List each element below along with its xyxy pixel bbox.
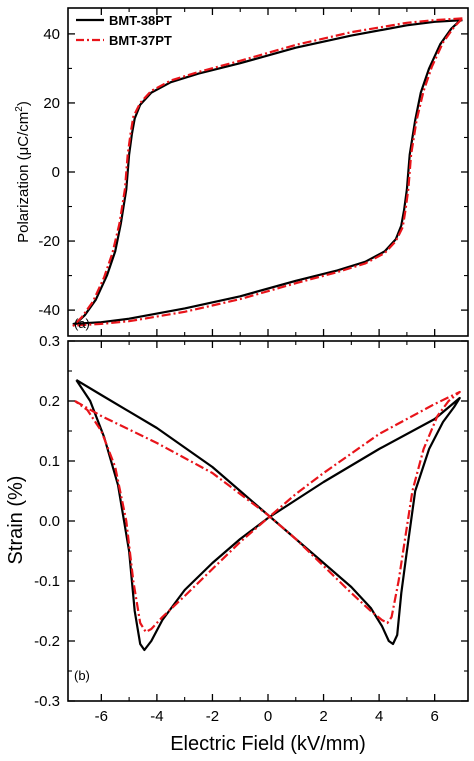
y-tick-label: 0.3 <box>39 333 60 350</box>
y-tick-label: 20 <box>43 95 60 112</box>
x-axis-title: Electric Field (kV/mm) <box>170 733 366 755</box>
legend-label-bmt-37pt: BMT-37PT <box>109 33 172 48</box>
y-tick-label: 40 <box>43 26 60 43</box>
x-tick-label: -6 <box>95 708 108 725</box>
y-tick-label: -0.3 <box>34 693 60 710</box>
x-tick-label: -4 <box>150 708 163 725</box>
x-tick-label: -2 <box>206 708 219 725</box>
panel-a-series-bmt-37pt <box>72 17 464 327</box>
panel-a-y-tick-labels: 40 20 0 -20 -40 <box>38 26 60 319</box>
panel-a-ticks <box>68 8 468 336</box>
panel-b-y-axis-title: Strain (%) <box>5 476 27 565</box>
y-tick-label: -40 <box>38 302 60 319</box>
x-tick-label: 2 <box>319 708 327 725</box>
panel-b: 0.30.20.10.0-0.1-0.2-0.3 -6 -4 -2 0 2 4 6 (b) … <box>5 333 469 755</box>
x-tick-label: 4 <box>375 708 383 725</box>
x-tick-label: 0 <box>264 708 272 725</box>
legend: BMT-38PT BMT-37PT <box>76 13 172 48</box>
panel-a: 40 20 0 -20 -40 BMT-38PT BMT-37PT (a) Polari… <box>14 7 469 337</box>
panel-a-series <box>72 17 464 327</box>
y-tick-label: -20 <box>38 233 60 250</box>
y-tick-label: 0.0 <box>39 513 60 530</box>
panel-a-series-bmt-38pt <box>72 19 463 325</box>
x-tick-label: 6 <box>430 708 438 725</box>
panel-b-label: (b) <box>74 668 90 683</box>
y-tick-label: -0.1 <box>34 573 60 590</box>
y-tick-label: -0.2 <box>34 633 60 650</box>
y-tick-label: 0 <box>52 164 60 181</box>
panel-b-series <box>74 379 461 652</box>
panel-b-frame <box>67 340 469 702</box>
panel-a-label: (a) <box>74 316 90 331</box>
y-tick-label: 0.1 <box>39 453 60 470</box>
panel-b-x-tick-labels: -6 -4 -2 0 2 4 6 <box>95 708 439 725</box>
panel-b-series-bmt-37pt <box>74 390 461 634</box>
legend-label-bmt-38pt: BMT-38PT <box>109 13 172 28</box>
panel-a-y-axis-title: Polarization (μC/cm2) <box>14 101 32 243</box>
panel-b-ticks <box>68 340 468 702</box>
panel-b-y-tick-labels: 0.3 0.2 0.1 0.0 -0.1 -0.2 -0.3 <box>34 333 60 710</box>
y-tick-label: 0.2 <box>39 393 60 410</box>
